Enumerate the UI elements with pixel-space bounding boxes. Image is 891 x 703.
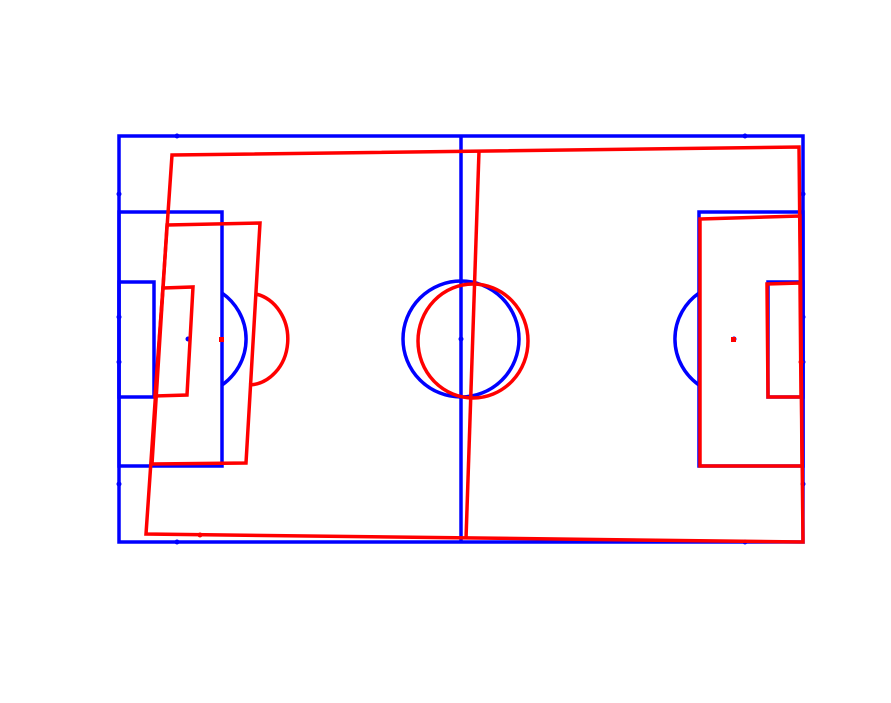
projected-left-penalty-box	[150, 221, 262, 466]
projected-left-penalty-spot	[219, 337, 224, 342]
projected-halfway-line	[464, 150, 481, 540]
projected-right-penalty-spot	[731, 337, 736, 342]
reference-keypoint	[116, 359, 122, 365]
projected-pitch	[144, 145, 805, 544]
projected-right-penalty-box	[698, 214, 804, 468]
projected-keypoint	[197, 532, 203, 538]
reference-keypoint	[800, 191, 806, 197]
reference-right-penalty-arc	[673, 291, 700, 387]
reference-center-spot	[458, 336, 464, 342]
reference-keypoint	[116, 481, 122, 487]
reference-keypoint	[116, 314, 122, 320]
reference-right-goal-area	[766, 280, 805, 399]
projected-right-goal-area	[765, 281, 803, 399]
projected-left-goal-area	[153, 285, 195, 398]
projected-keypoints	[197, 337, 804, 538]
reference-right-penalty-box	[697, 210, 805, 468]
reference-keypoint	[174, 539, 180, 545]
reference-keypoint	[742, 133, 748, 139]
projected-left-penalty-arc	[248, 292, 290, 387]
reference-left-penalty-arc	[221, 291, 248, 387]
projected-center-circle	[416, 282, 530, 400]
reference-keypoint	[116, 191, 122, 197]
reference-keypoint	[174, 133, 180, 139]
reference-left-penalty-box	[117, 210, 224, 468]
projected-keypoint	[798, 359, 804, 365]
reference-left-goal-area	[117, 280, 156, 399]
